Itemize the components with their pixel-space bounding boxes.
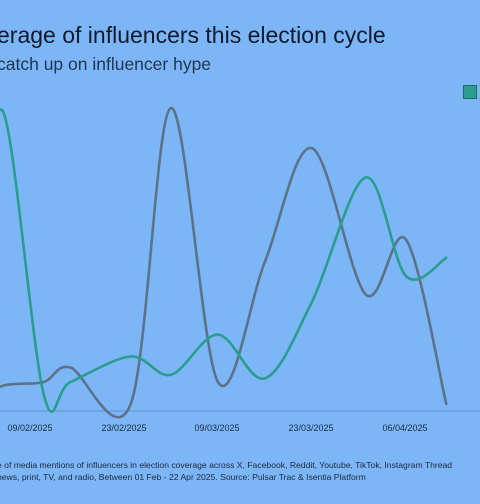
x-tick-label: 23/02/2025 [101,423,146,433]
chart-subtitle: catch up on influencer hype [0,54,212,74]
footnote-line: e of media mentions of influencers in el… [0,460,453,470]
x-tick-label: 23/03/2025 [288,423,333,433]
chart-title: erage of influencers this election cycle [0,22,386,48]
x-tick-label: 09/03/2025 [194,423,239,433]
x-tick-label: 06/04/2025 [382,423,427,433]
series-line-grey [0,106,448,419]
footnote-line: news, print, TV, and radio, Between 01 F… [0,472,366,482]
x-tick-label: 09/02/2025 [7,423,52,433]
legend-swatch-green [463,85,477,99]
series-line-green [0,108,448,413]
footnote: e of media mentions of influencers in el… [0,459,452,483]
